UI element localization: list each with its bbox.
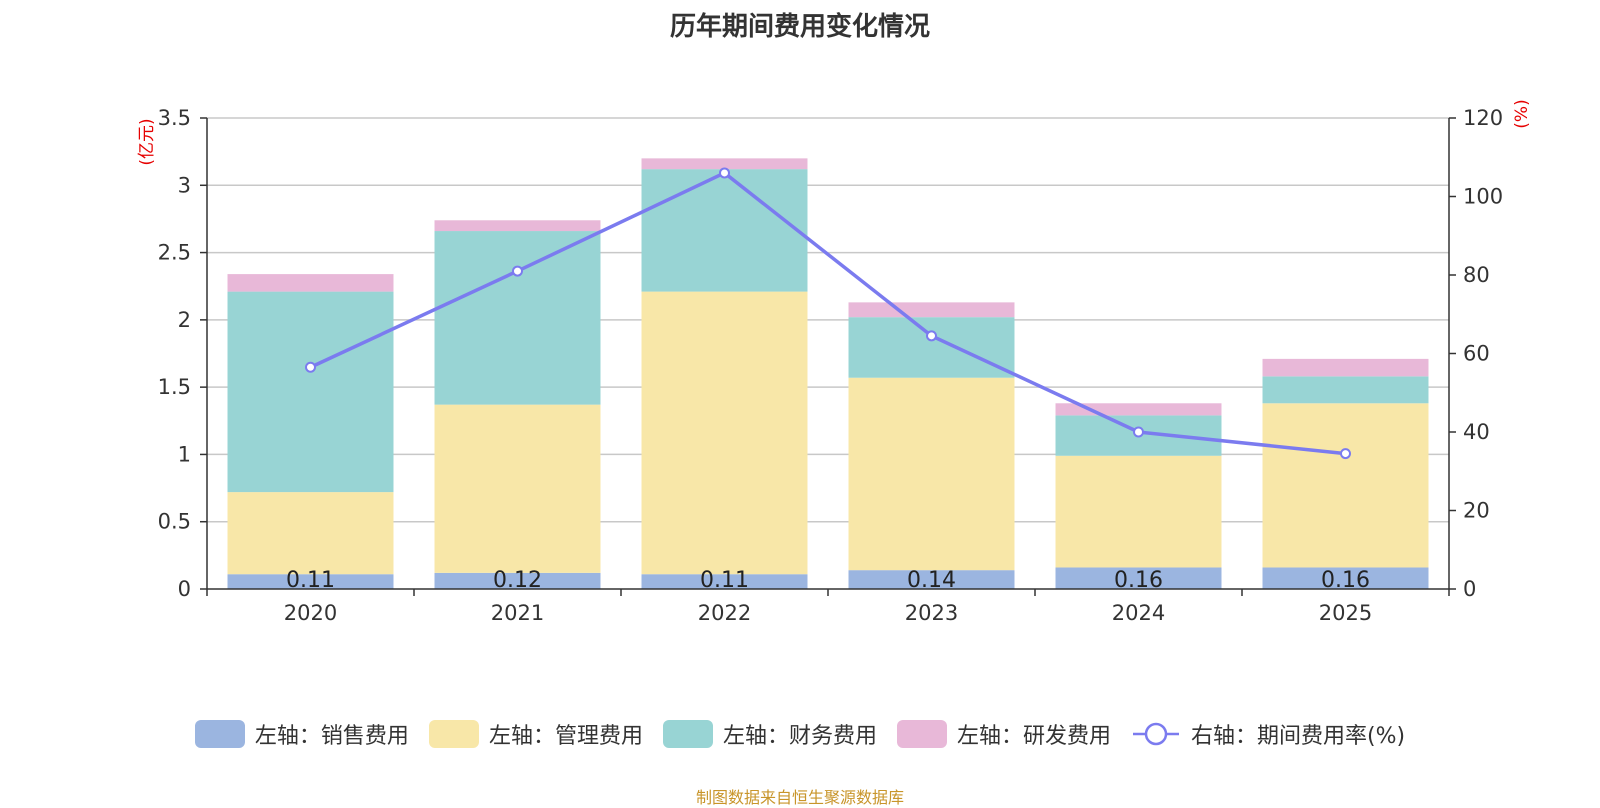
right-tick-label: 80 — [1463, 263, 1490, 287]
left-tick-label: 1 — [178, 442, 191, 466]
bar-segment — [434, 231, 601, 405]
legend-swatch — [428, 720, 479, 748]
bar-segment — [848, 317, 1015, 378]
bar-segment — [1055, 455, 1222, 568]
left-tick-label: 1.5 — [158, 375, 191, 399]
axes: 0 0.5 1 1.5 2 2.5 3 3.5 0 20 40 60 80 100 120 2020 2021 2… — [137, 99, 1532, 625]
bar-segment — [1262, 403, 1429, 568]
x-tick-label: 2022 — [698, 601, 751, 625]
legend-swatch — [662, 720, 713, 748]
legend-item[interactable]: 左轴：销售费用 — [194, 718, 409, 750]
bar-segment — [848, 302, 1015, 318]
left-tick-label: 0.5 — [158, 510, 191, 534]
right-tick-label: 40 — [1463, 420, 1490, 444]
rate-line-series — [305, 167, 1351, 460]
left-axis-unit: (亿元) — [137, 118, 157, 165]
left-tick-label: 3.5 — [158, 106, 191, 130]
legend-swatch — [896, 720, 947, 748]
rate-point — [926, 330, 937, 342]
legend-item[interactable]: 左轴：研发费用 — [896, 718, 1111, 750]
bar-segment — [641, 169, 808, 292]
rate-line — [309, 170, 1346, 456]
bar-segment — [641, 574, 808, 589]
legend-label: 左轴：研发费用 — [956, 724, 1111, 749]
source-note: 制图数据来自恒生聚源数据库 — [695, 788, 904, 807]
legend-label: 左轴：销售费用 — [254, 724, 409, 749]
bar-segment — [848, 570, 1015, 589]
bar-segment — [434, 220, 601, 232]
legend-swatch — [194, 720, 245, 748]
bar-segment — [434, 572, 601, 589]
right-axis-unit: (%) — [1512, 99, 1532, 128]
legend-item[interactable]: 右轴：期间费用率(%) — [1131, 718, 1405, 750]
left-tick-label: 3 — [178, 173, 191, 197]
left-tick-label: 0 — [178, 577, 191, 601]
legend-line-icon — [1132, 722, 1179, 746]
legend-item[interactable]: 左轴：财务费用 — [662, 718, 877, 750]
bar-segment — [227, 291, 394, 493]
rate-point — [1133, 426, 1144, 438]
chart-title: 历年期间费用变化情况 — [669, 12, 930, 42]
bar-segment — [434, 404, 601, 573]
legend-item[interactable]: 左轴：管理费用 — [428, 718, 643, 750]
bar-segment — [1262, 376, 1429, 404]
bar-segment — [1055, 567, 1222, 589]
rate-point — [305, 361, 316, 373]
x-tick-label: 2024 — [1112, 601, 1165, 625]
legend-label: 右轴：期间费用率(%) — [1190, 724, 1406, 749]
bar-segment — [641, 158, 808, 170]
bar-segment — [1262, 358, 1429, 377]
x-tick-label: 2023 — [905, 601, 958, 625]
x-tick-label: 2021 — [491, 601, 544, 625]
x-tick-label: 2025 — [1319, 601, 1372, 625]
left-tick-label: 2 — [178, 308, 191, 332]
bar-series — [227, 158, 1429, 589]
x-tick-label: 2020 — [284, 601, 337, 625]
bar-segment — [227, 574, 394, 589]
bar-segment — [227, 492, 394, 575]
right-tick-label: 20 — [1463, 499, 1490, 523]
left-tick-label: 2.5 — [158, 241, 191, 265]
bar-segment — [641, 291, 808, 575]
rate-point — [512, 265, 523, 277]
rate-point — [1340, 448, 1351, 460]
right-tick-label: 0 — [1463, 577, 1476, 601]
legend-label: 左轴：财务费用 — [722, 724, 877, 749]
bar-segment — [1262, 567, 1429, 589]
legend-label: 左轴：管理费用 — [488, 724, 643, 749]
bar-segment — [848, 377, 1015, 571]
right-tick-label: 100 — [1463, 185, 1503, 209]
right-tick-label: 120 — [1463, 106, 1503, 130]
bar-segment — [227, 274, 394, 292]
rate-point — [719, 167, 730, 179]
legend: 左轴：销售费用 左轴：管理费用 左轴：财务费用 左轴：研发费用 右轴：期间费用率(%) — [0, 718, 1600, 750]
right-tick-label: 60 — [1463, 342, 1490, 366]
chart-canvas: 0.11 0.12 0.11 0.14 0.16 0.16 00.511.522.533.… — [137, 99, 1532, 625]
